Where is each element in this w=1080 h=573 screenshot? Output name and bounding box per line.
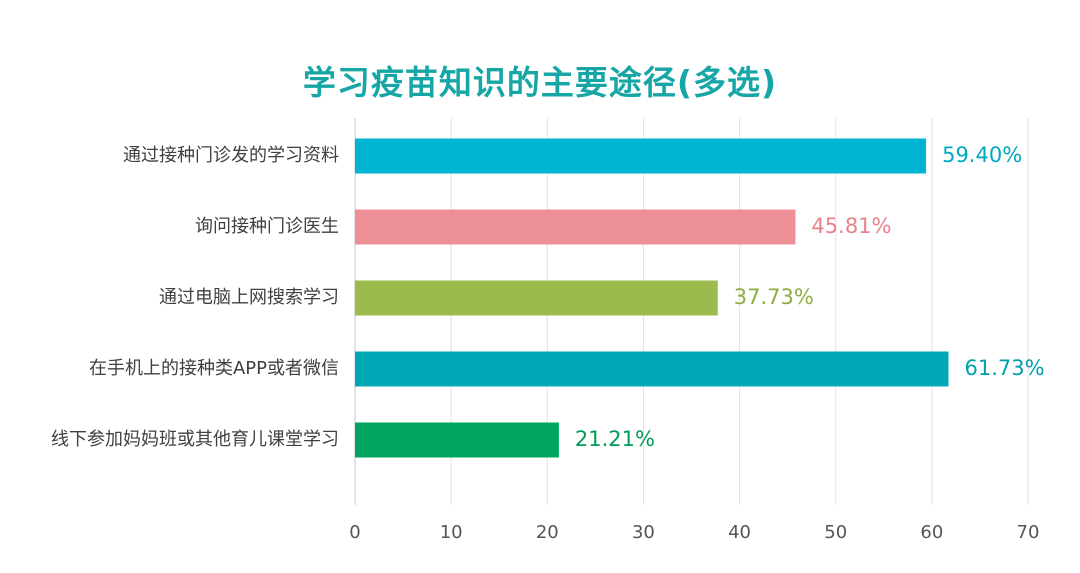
data-label: 37.73% bbox=[734, 285, 814, 309]
category-label: 通过接种门诊发的学习资料 bbox=[123, 145, 339, 166]
x-tick-label: 0 bbox=[349, 522, 360, 543]
bar-layer bbox=[355, 138, 949, 458]
bar bbox=[355, 209, 796, 245]
category-label: 在手机上的接种类APP或者微信 bbox=[89, 358, 339, 379]
data-label: 45.81% bbox=[811, 214, 891, 238]
x-tick-label: 50 bbox=[824, 522, 847, 543]
chart-title: 学习疫苗知识的主要途径(多选) bbox=[302, 63, 778, 102]
x-tick-label: 30 bbox=[632, 522, 655, 543]
category-label: 线下参加妈妈班或其他育儿课堂学习 bbox=[51, 429, 339, 450]
data-label: 59.40% bbox=[942, 143, 1022, 167]
bar bbox=[355, 422, 559, 458]
x-tick-label: 60 bbox=[920, 522, 943, 543]
x-tick-label: 40 bbox=[728, 522, 751, 543]
bar bbox=[355, 351, 949, 387]
x-tick-label: 20 bbox=[536, 522, 559, 543]
label-layer: 0 10 20 30 40 50 60 70 通过接种门诊发的学习资料 59.40% 询问接种门诊医… bbox=[51, 143, 1045, 543]
x-tick-label: 70 bbox=[1017, 522, 1040, 543]
category-label: 询问接种门诊医生 bbox=[195, 216, 339, 237]
bar bbox=[355, 138, 927, 174]
data-label: 61.73% bbox=[964, 356, 1044, 380]
bar bbox=[355, 280, 718, 316]
data-label: 21.21% bbox=[575, 427, 655, 451]
category-label: 通过电脑上网搜索学习 bbox=[159, 287, 339, 308]
x-tick-label: 10 bbox=[440, 522, 463, 543]
